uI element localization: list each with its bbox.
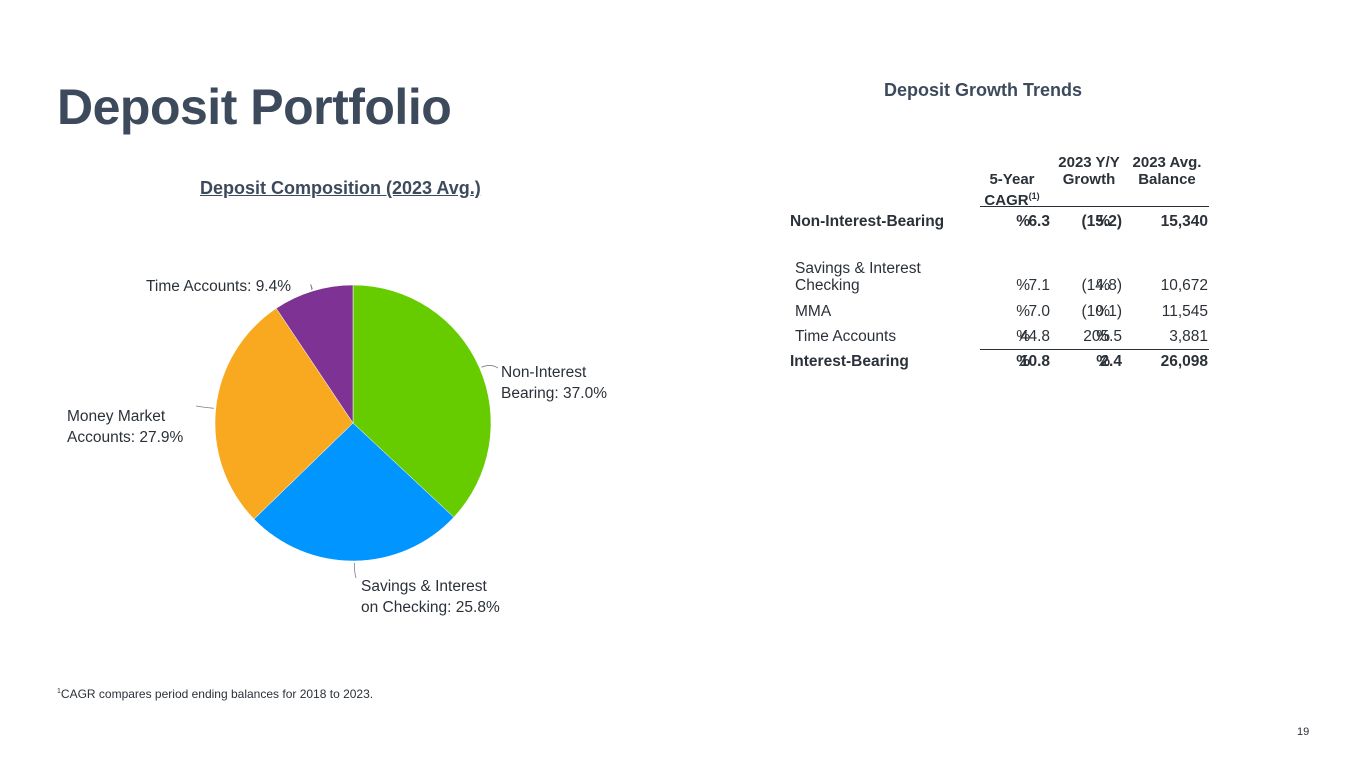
header-growth: 2023 Y/Y Growth <box>1058 154 1120 188</box>
growth-suffix: % <box>1096 353 1110 370</box>
table-row: Non-Interest-Bearing 6.3 % (15.2) % 15,3… <box>790 213 1210 233</box>
cagr-suffix: % <box>1016 353 1030 370</box>
chart-title: Deposit Composition (2023 Avg.) <box>200 178 481 198</box>
header-rule <box>980 206 1209 207</box>
growth-value: (15.2) <box>1081 213 1123 230</box>
leader-line <box>195 405 214 409</box>
pie-label-savings-interest-checking: Savings & Interest on Checking: 25.8% <box>361 578 500 616</box>
growth-suffix: % <box>1096 277 1110 294</box>
table-row: MMA 7.0 % (10.1) % 11,545 <box>790 303 1210 323</box>
cagr-value: 7.0 <box>1028 303 1050 320</box>
cagr-suffix: % <box>1016 213 1030 230</box>
page-title: Deposit Portfolio <box>57 79 452 135</box>
row-label: Interest-Bearing <box>790 353 909 370</box>
pie-slice-money-market-accounts <box>214 307 354 520</box>
row-label: Time Accounts <box>795 328 897 345</box>
balance-value: 11,545 <box>1161 303 1208 320</box>
pie-slice-savings-interest-on-checking <box>253 422 455 562</box>
header-cagr: 5-Year CAGR(1) <box>984 171 1040 209</box>
footnote: 1CAGR compares period ending balances fo… <box>57 687 374 701</box>
cagr-suffix: % <box>1016 277 1030 294</box>
pie-slice-non-interest-bearing <box>352 284 492 518</box>
pie-label-non-interest-bearing: Non-Interest Bearing: 37.0% <box>501 364 607 402</box>
growth-value: 205.5 <box>1083 328 1122 345</box>
table-row: Interest-Bearing 10.8 % 2.4 % 26,098 <box>790 353 1210 373</box>
cagr-suffix: % <box>1016 328 1030 345</box>
total-rule <box>980 349 1209 350</box>
leader-line <box>310 284 313 291</box>
cagr-value: 7.1 <box>1028 277 1050 294</box>
cagr-value: 10.8 <box>1019 353 1050 370</box>
table-row: Savings & Interest Checking 7.1 % (14.8)… <box>790 260 1210 300</box>
balance-value: 15,340 <box>1160 213 1208 230</box>
cagr-value: 44.8 <box>1019 328 1050 345</box>
balance-value: 26,098 <box>1160 353 1208 370</box>
leader-line <box>353 562 357 579</box>
header-balance: 2023 Avg. Balance <box>1132 154 1202 188</box>
balance-value: 3,881 <box>1169 328 1208 345</box>
growth-value: (10.1) <box>1081 303 1123 320</box>
table-row: Time Accounts 44.8 % 205.5 % 3,881 <box>790 328 1210 348</box>
pie-label-time-accounts: Time Accounts: 9.4% <box>146 278 292 295</box>
pie-slice-time-accounts <box>275 284 354 424</box>
page-number: 19 <box>1297 726 1310 738</box>
pie-label-money-market-accounts: Money Market Accounts: 27.9% <box>67 408 184 446</box>
growth-suffix: % <box>1096 213 1110 230</box>
table-title: Deposit Growth Trends <box>884 80 1083 100</box>
growth-suffix: % <box>1096 328 1110 345</box>
balance-value: 10,672 <box>1160 277 1208 294</box>
growth-value: (14.8) <box>1081 277 1123 294</box>
row-label: Savings & Interest Checking <box>795 260 921 294</box>
row-label: MMA <box>795 303 832 320</box>
cagr-suffix: % <box>1016 303 1030 320</box>
leader-line <box>481 365 499 369</box>
row-label: Non-Interest-Bearing <box>790 213 945 230</box>
growth-value: 2.4 <box>1100 353 1122 370</box>
growth-suffix: % <box>1096 303 1110 320</box>
cagr-value: 6.3 <box>1028 213 1050 230</box>
